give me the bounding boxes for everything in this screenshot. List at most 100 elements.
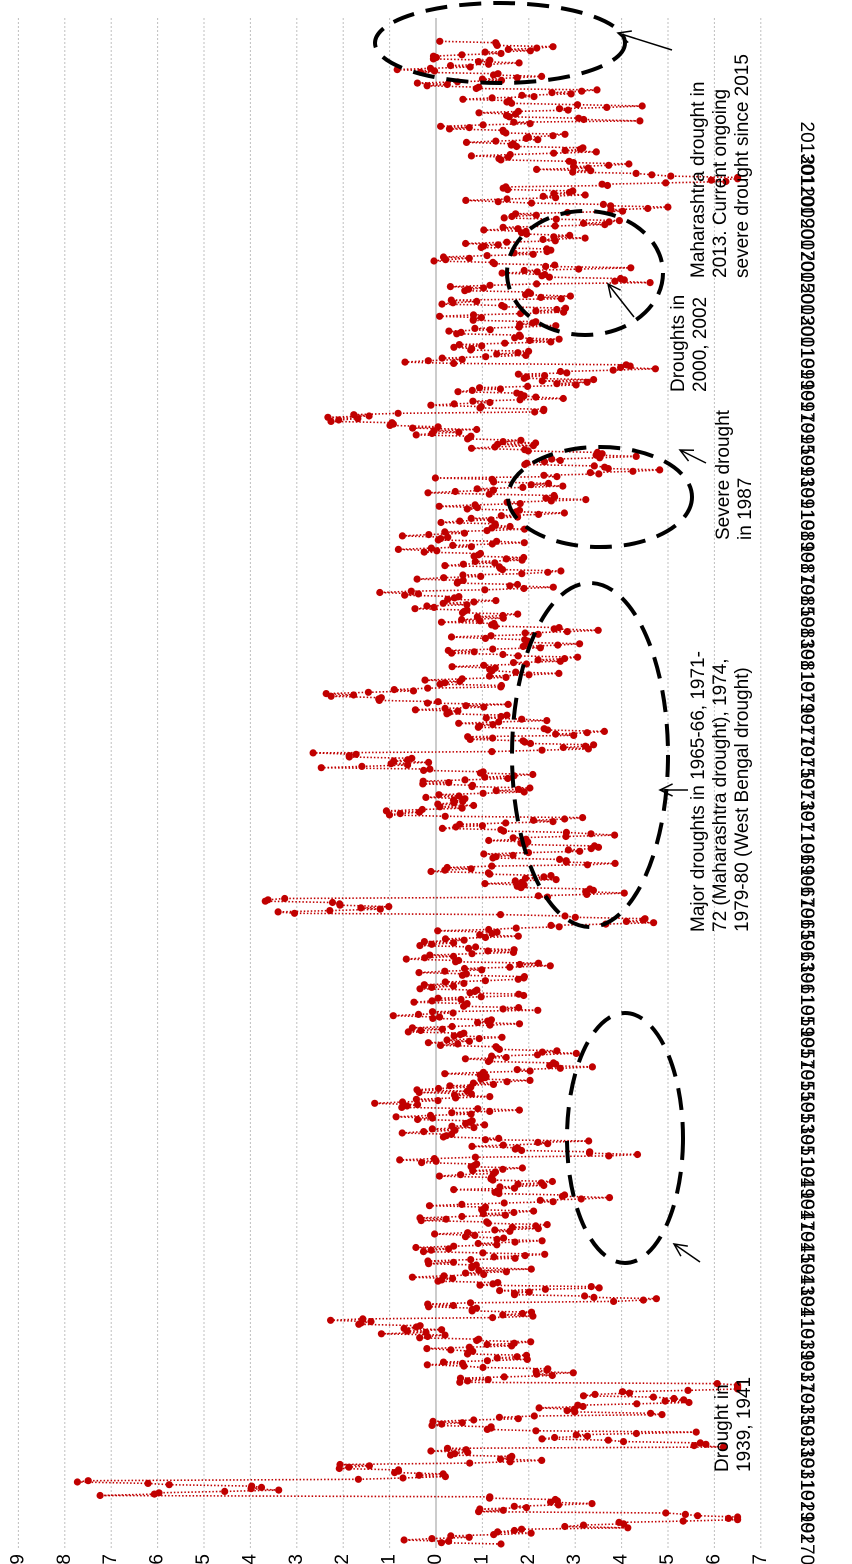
data-point: [439, 253, 448, 261]
data-point: [465, 254, 473, 262]
data-point: [96, 1491, 104, 1500]
data-point: [590, 462, 598, 470]
data-point: [569, 1369, 577, 1377]
data-point: [427, 401, 435, 409]
data-point: [552, 215, 560, 223]
data-point: [425, 531, 433, 539]
date-tick-label: 192701: [796, 1512, 817, 1564]
data-point: [662, 1509, 670, 1517]
data-point: [484, 1376, 492, 1384]
data-point: [456, 820, 464, 828]
data-point: [526, 47, 535, 55]
data-point: [437, 1539, 445, 1547]
data-point: [615, 1518, 623, 1526]
data-point: [441, 1331, 449, 1339]
data-point: [466, 1459, 474, 1467]
data-point: [532, 1367, 540, 1376]
data-point: [422, 1328, 430, 1336]
data-point: [555, 923, 563, 931]
data-point: [420, 981, 428, 989]
data-point: [483, 1357, 491, 1365]
data-point: [713, 1380, 721, 1388]
data-point: [511, 210, 520, 218]
data-point: [694, 1512, 702, 1520]
data-point: [494, 241, 502, 249]
data-point: [680, 1396, 688, 1404]
data-point: [622, 361, 630, 369]
data-point: [522, 373, 531, 381]
data-point: [388, 419, 396, 427]
data-point: [469, 1079, 477, 1087]
data-point: [526, 120, 534, 128]
data-point: [481, 48, 489, 56]
data-point: [531, 408, 539, 416]
arrow-head: [616, 30, 632, 44]
data-point: [495, 1134, 503, 1142]
data-point: [485, 836, 493, 845]
data-point: [410, 998, 418, 1006]
data-point: [398, 532, 406, 540]
data-point: [248, 1482, 256, 1490]
data-point: [489, 258, 497, 266]
data-point: [518, 91, 526, 99]
data-point: [491, 1226, 499, 1234]
data-point: [523, 459, 531, 467]
data-point: [429, 52, 438, 60]
data-point: [541, 1285, 550, 1293]
data-point: [572, 381, 580, 389]
data-point: [473, 986, 481, 994]
data-point: [619, 1438, 628, 1446]
data-point: [538, 1237, 546, 1245]
data-point: [467, 444, 476, 452]
data-point: [540, 873, 548, 881]
data-point: [590, 741, 598, 749]
data-point: [489, 645, 497, 653]
data-point: [538, 1435, 546, 1443]
data-point: [390, 757, 398, 765]
data-point: [459, 95, 467, 103]
data-point: [702, 1440, 710, 1448]
data-point: [514, 932, 522, 940]
data-point: [472, 1261, 480, 1269]
data-point: [492, 787, 500, 795]
data-point: [440, 1272, 448, 1280]
data-point: [557, 567, 565, 575]
data-point: [357, 904, 365, 912]
data-point: [527, 1529, 535, 1537]
data-point: [555, 624, 563, 632]
annotation-ellipse: [373, 1, 627, 85]
data-point: [392, 1113, 400, 1121]
data-point: [581, 742, 590, 750]
data-point: [434, 927, 442, 935]
data-point: [510, 1502, 518, 1510]
data-point: [619, 207, 627, 215]
data-point: [441, 967, 449, 975]
data-point: [503, 195, 511, 203]
data-point: [535, 1404, 543, 1412]
data-point: [554, 641, 562, 649]
data-point: [532, 1222, 540, 1230]
data-point: [563, 628, 571, 636]
data-point: [566, 231, 574, 239]
data-point: [257, 1483, 266, 1491]
data-point: [462, 702, 470, 710]
data-point: [426, 1111, 435, 1119]
data-point: [549, 1059, 558, 1067]
data-point: [478, 342, 486, 350]
data-point: [467, 514, 475, 523]
data-point: [561, 815, 569, 823]
date-tick-label: 197301: [796, 768, 817, 831]
data-point: [521, 874, 530, 882]
data-point: [455, 428, 463, 436]
date-tick-label: 198301: [796, 607, 817, 670]
data-point: [518, 570, 526, 578]
date-axis-labels: 1927011929011931011933011935011937011939…: [796, 122, 817, 1564]
data-point: [455, 341, 463, 349]
date-tick-label: 196701: [796, 865, 817, 928]
data-point: [474, 1018, 482, 1027]
data-point: [559, 482, 567, 490]
data-point: [454, 388, 462, 396]
data-point: [514, 1180, 522, 1188]
data-point: [544, 1365, 552, 1373]
data-point: [479, 121, 487, 129]
